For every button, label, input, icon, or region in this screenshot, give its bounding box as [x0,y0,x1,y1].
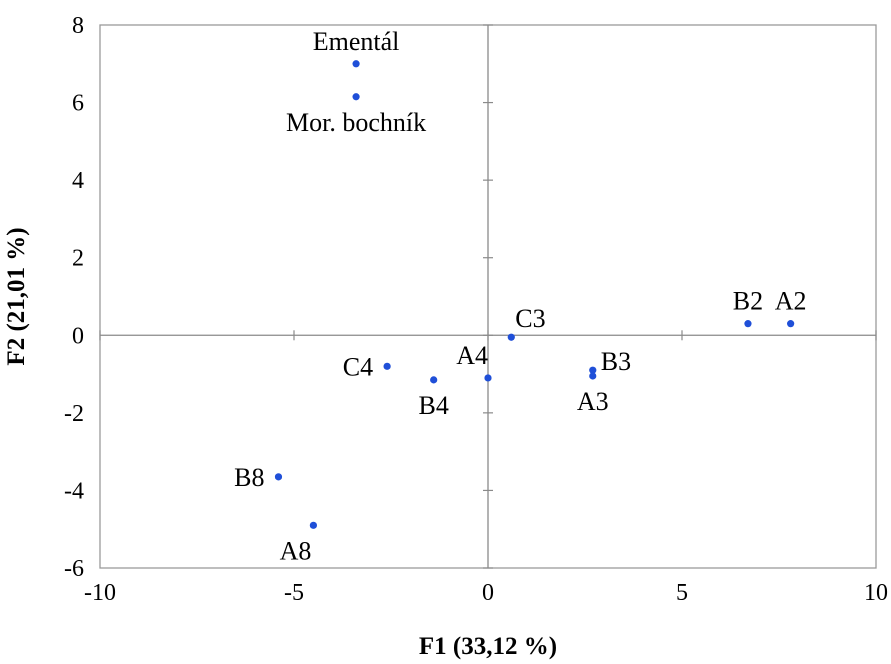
data-point [507,333,515,341]
data-point [589,372,597,380]
point-label: A8 [280,536,312,565]
point-label: B3 [601,347,631,376]
point-label: B8 [234,463,264,492]
point-label: A4 [456,341,488,370]
data-point [309,521,317,529]
data-point [352,60,360,68]
x-tick-label: -5 [284,580,304,606]
point-label: Mor. bochník [286,108,426,137]
data-point [484,374,492,382]
y-tick-label: -6 [64,556,84,582]
data-point [430,376,438,384]
x-tick-label: 10 [864,580,888,606]
y-tick-label: 4 [72,168,84,194]
y-tick-label: 6 [72,91,84,117]
point-labels: Ementál Mor. bochník B2 A2 C3 A4 C4 B4 B3 A3 B8 A8 [234,27,806,566]
y-tick-label: -2 [64,401,84,427]
y-tick-label: -4 [64,478,84,504]
point-label: B4 [419,391,449,420]
point-label: C4 [343,352,373,381]
data-point [352,93,360,101]
data-point [274,473,283,481]
y-tick-label: 8 [72,13,84,39]
data-point [589,366,597,374]
point-label: A3 [577,387,609,416]
y-axis-ticks: -6 -4 -2 0 2 4 6 8 [64,13,493,582]
x-tick-label: 5 [676,580,688,606]
x-tick-label: -10 [84,580,116,606]
data-point [383,362,391,370]
point-label: C3 [515,304,545,333]
y-tick-label: 0 [72,323,84,349]
point-label: A2 [775,287,807,316]
point-label: Ementál [313,27,400,56]
x-tick-label: 0 [482,580,494,606]
x-axis-ticks: -10 -5 0 5 10 [84,330,888,606]
data-points [274,60,795,529]
data-point [744,320,752,328]
x-axis-title: F1 (33,12 %) [419,633,557,660]
y-tick-label: 2 [72,246,84,272]
point-label: B2 [733,287,763,316]
data-point [787,320,795,328]
y-axis-title: F2 (21,01 %) [3,227,30,365]
